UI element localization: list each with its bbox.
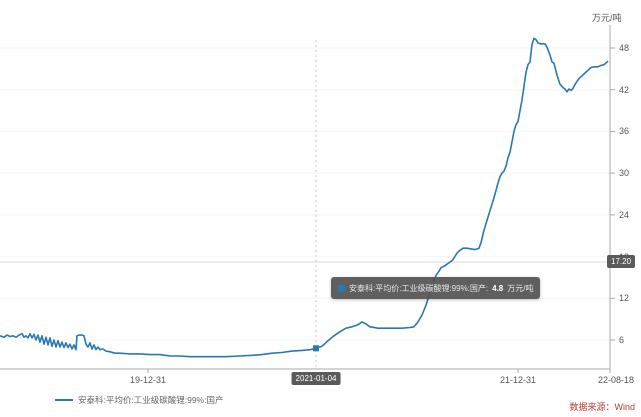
y-tick-12: 12 bbox=[619, 293, 630, 303]
series-color-swatch-icon bbox=[338, 284, 345, 292]
y-tick-6: 6 bbox=[619, 335, 625, 345]
data-source-label: 数据来源：Wind bbox=[569, 402, 635, 412]
x-tick-21-12-31: 21-12-31 bbox=[499, 375, 537, 385]
y-tick-24: 24 bbox=[619, 210, 630, 220]
series-tooltip: 安泰科:平均价:工业级碳酸锂:99%:国产: 4.8 万元/吨 bbox=[331, 277, 541, 299]
x-tick-22-08-18: 22-08-18 bbox=[597, 375, 635, 385]
tooltip-value: 4.8 bbox=[492, 283, 504, 293]
tooltip-unit: 万元/吨 bbox=[507, 283, 534, 293]
y-tick-48: 48 bbox=[619, 43, 630, 53]
highlight-point-marker[interactable] bbox=[313, 345, 319, 352]
tooltip-series-label: 安泰科:平均价:工业级碳酸锂:99%:国产: bbox=[349, 283, 489, 293]
crosshair-date-badge: 2021-01-04 bbox=[291, 372, 341, 385]
y-tick-42: 42 bbox=[619, 85, 630, 95]
price-line bbox=[0, 37, 609, 358]
y-tick-30: 30 bbox=[619, 168, 630, 178]
y-axis-unit-label: 万元/吨 bbox=[592, 13, 622, 23]
legend[interactable]: 安泰科:平均价:工业级碳酸锂:99%:国产 bbox=[55, 394, 223, 406]
x-tick-19-12-31: 19-12-31 bbox=[129, 375, 167, 385]
legend-line-icon bbox=[55, 399, 73, 401]
crosshair-value-badge: 17.20 bbox=[607, 255, 636, 268]
legend-label: 安泰科:平均价:工业级碳酸锂:99%:国产 bbox=[78, 395, 224, 405]
y-tick-36: 36 bbox=[619, 126, 630, 136]
